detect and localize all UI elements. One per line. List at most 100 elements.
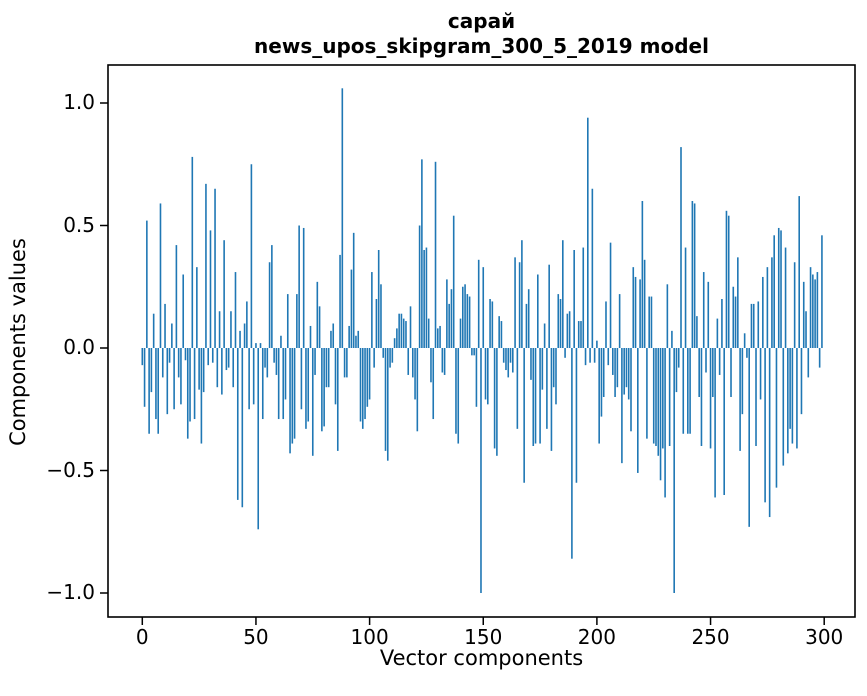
bar [564,348,566,358]
y-tick-label: 0.5 [63,212,95,237]
bar [407,348,410,375]
bar [141,348,144,366]
bar [225,348,228,371]
bar [193,348,196,420]
bar [580,321,582,348]
bar [773,235,775,348]
bar [687,348,689,434]
bar [143,348,146,407]
bar [591,188,594,348]
bar [380,284,382,348]
bar [336,348,339,451]
bar [255,343,257,348]
bar [632,267,635,348]
bar [798,196,800,348]
chart-subtitle: news_upos_skipgram_300_5_2019 model [254,34,709,58]
bar [414,348,416,400]
bar [593,348,596,363]
bar [152,313,155,348]
bar [598,348,600,444]
bar [641,201,644,348]
bar [491,301,494,348]
bar [332,323,335,348]
bar [325,348,328,388]
bar [662,348,664,449]
bar [341,88,344,349]
bar [259,343,262,348]
bar [168,348,171,363]
bar [189,348,191,422]
bar [562,240,564,348]
bar [209,230,212,348]
bar [232,348,235,388]
bar [239,330,241,348]
bar [364,348,366,420]
bar [418,225,421,348]
bar [248,348,250,410]
bar [309,325,312,348]
bar [421,159,423,348]
bar [787,348,789,454]
bar [766,267,769,348]
bar [584,348,587,366]
bar [514,257,516,348]
bar [202,348,205,393]
bar [705,348,707,373]
bar [280,335,282,348]
bar [268,262,271,348]
bar [771,257,773,348]
bar [712,348,714,397]
bar [348,325,350,348]
bar [743,333,746,348]
bar [339,254,341,348]
bar [439,325,441,348]
bar [809,267,812,348]
bar [311,348,314,456]
bar [377,250,380,348]
bar [652,348,655,444]
bar [541,348,544,390]
bar [502,348,505,363]
bar [427,318,430,348]
bar [625,348,628,388]
bar [298,225,300,348]
bar [796,348,798,449]
bar [577,321,580,348]
bar [516,348,519,429]
bar [780,230,782,348]
bar [655,348,657,446]
bar [696,316,698,348]
bar [346,348,348,378]
bar [552,348,555,388]
bar [159,203,162,348]
y-axis-label: Components values [6,238,30,446]
bar [375,299,378,348]
bar [305,348,307,429]
bar [623,348,625,395]
bar [416,348,419,432]
bar [216,348,219,388]
bar [618,294,621,348]
bar [566,313,569,348]
bar [802,281,805,348]
bar [607,348,610,366]
bar [175,245,178,348]
bar [384,348,387,451]
bar [789,348,791,429]
bar [477,259,480,348]
bar [368,348,371,400]
bar [807,348,810,378]
x-tick-label: 300 [805,625,844,649]
bar [691,201,694,348]
bar [464,284,466,348]
bar [521,240,523,348]
bar [716,318,719,348]
bar [498,316,500,348]
bar [671,330,673,348]
bar [273,348,275,363]
bar [630,348,632,432]
bar [261,348,264,420]
bar [480,348,482,593]
